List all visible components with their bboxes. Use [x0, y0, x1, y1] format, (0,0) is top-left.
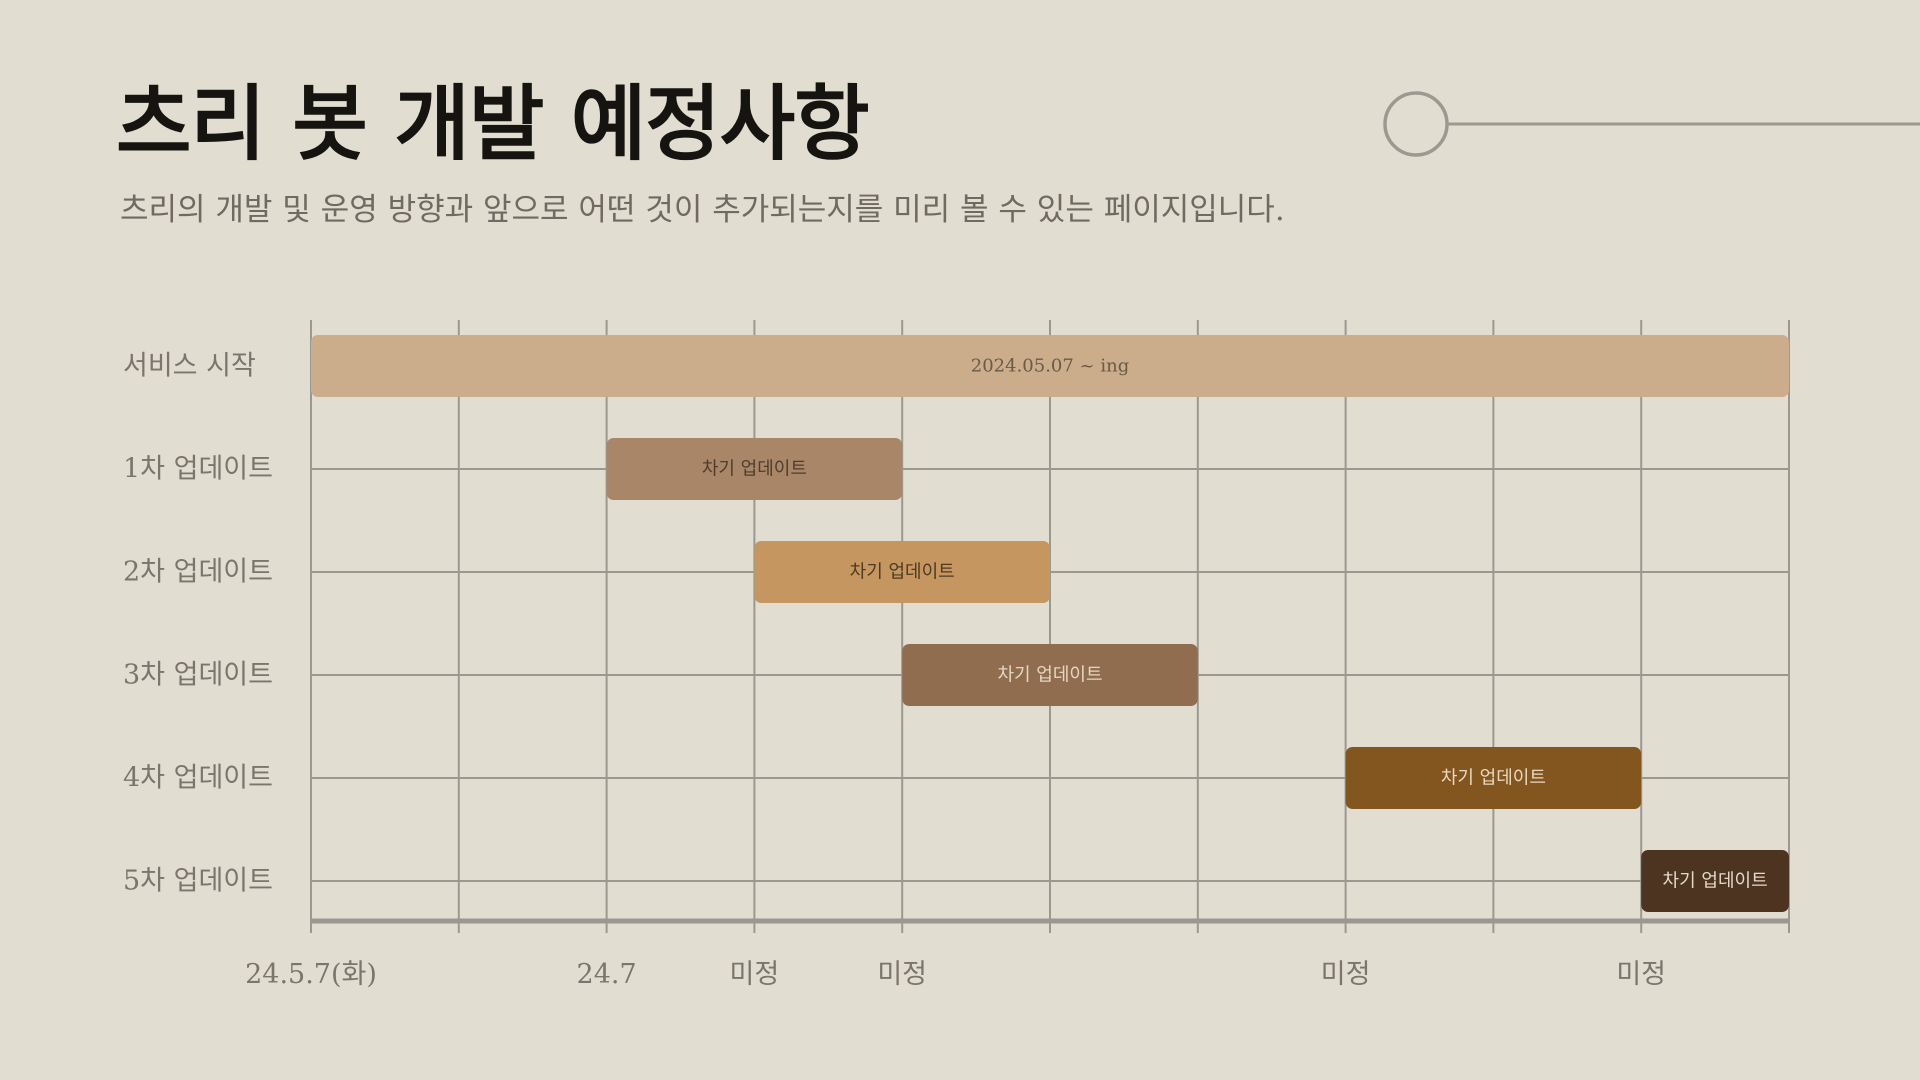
gantt-bar: [902, 644, 1198, 706]
bar-label: 차기 업데이트: [1441, 768, 1546, 789]
gantt-bar: [754, 541, 1050, 603]
row-label: 4차 업데이트: [123, 763, 273, 794]
bar-label: 차기 업데이트: [702, 459, 807, 480]
bar-label: 차기 업데이트: [850, 562, 955, 583]
tick-label: 24.7: [577, 959, 637, 990]
row-label: 2차 업데이트: [123, 557, 273, 588]
tick-label: 미정: [1321, 959, 1371, 990]
row-label: 5차 업데이트: [123, 866, 273, 897]
bar-label: 차기 업데이트: [1663, 871, 1768, 892]
page-subtitle: 츠리의 개발 및 운영 방향과 앞으로 어떤 것이 추가되는지를 미리 볼 수 …: [120, 192, 1285, 228]
row-label: 서비스 시작: [123, 351, 256, 382]
page-title: 츠리 봇 개발 예정사항: [116, 77, 870, 172]
tick-label: 24.5.7(화): [245, 959, 377, 990]
gantt-bar: [606, 438, 903, 500]
bar-label: 차기 업데이트: [997, 665, 1102, 686]
gantt-bar: [1641, 850, 1789, 912]
row-label: 1차 업데이트: [123, 454, 273, 485]
tick-label: 미정: [1616, 959, 1666, 990]
tick-label: 미정: [877, 959, 927, 990]
tick-label: 미정: [730, 959, 780, 990]
gantt-bar: [311, 335, 1789, 397]
gantt-bar: [1345, 747, 1642, 809]
bar-label: 2024.05.07 ~ ing: [971, 356, 1129, 377]
row-label: 3차 업데이트: [123, 660, 273, 691]
